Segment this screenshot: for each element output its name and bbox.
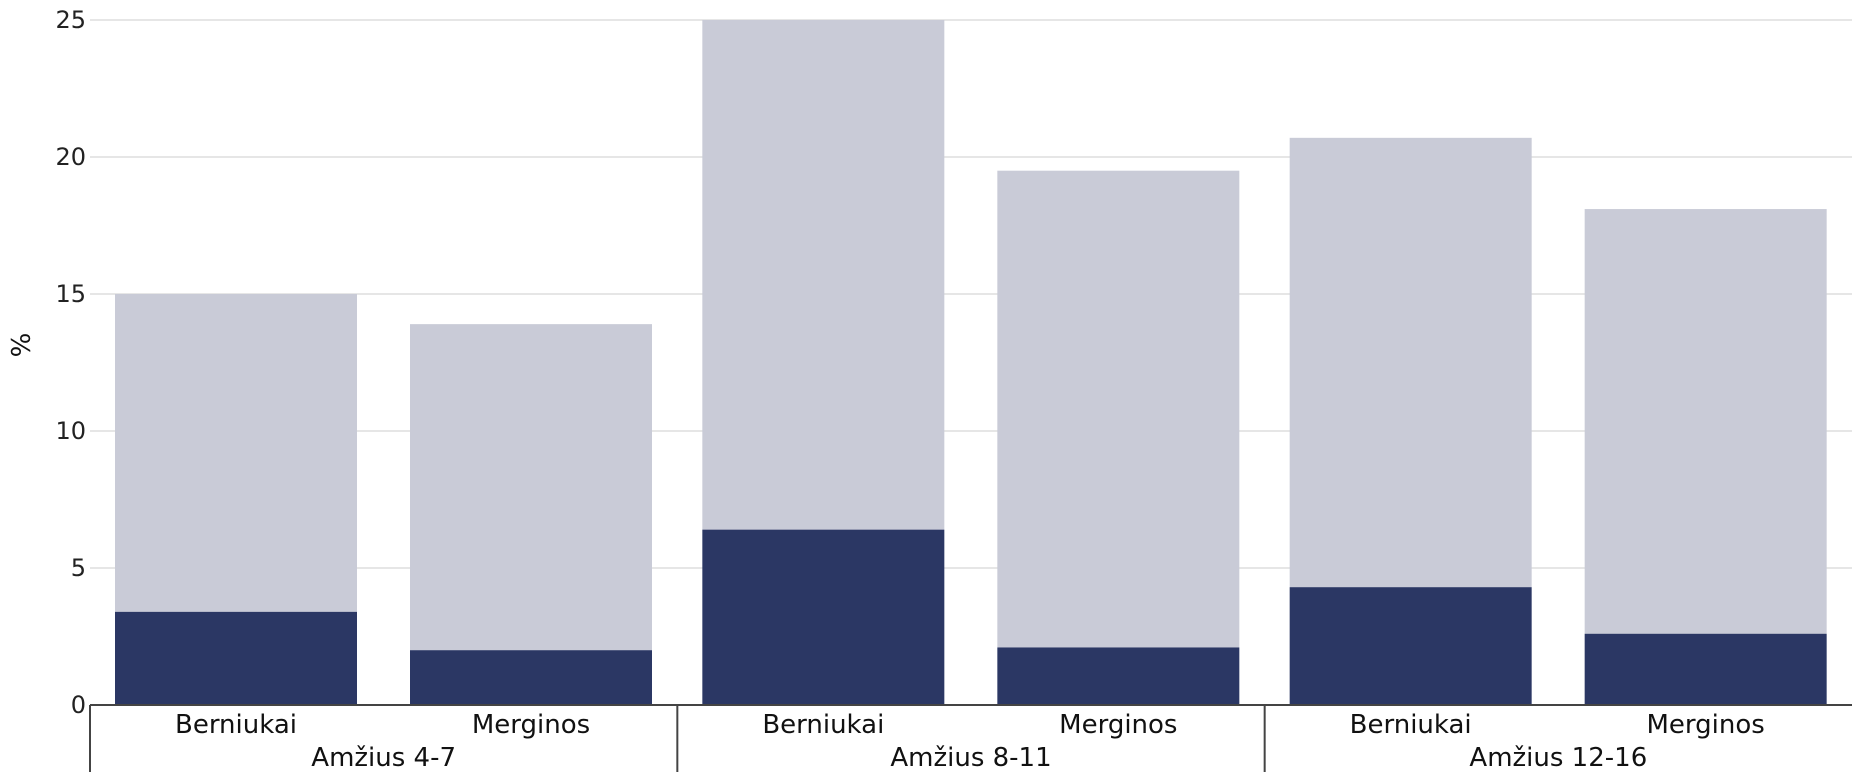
x-category-label: Merginos — [472, 710, 590, 740]
bar-segment-lower — [1289, 587, 1532, 705]
bar-segment-upper — [410, 324, 652, 651]
x-group-label: Amžius 8-11 — [890, 743, 1051, 772]
y-tick-label: 10 — [55, 417, 86, 445]
y-tick-label: 5 — [71, 554, 86, 582]
x-category-label: Berniukai — [175, 710, 297, 740]
axes: 0 5 10 15 20 25 Berniukai Merginos Amžius 4-7 Ber… — [55, 6, 1852, 772]
bar-segment-lower — [410, 650, 652, 705]
x-group-label: Amžius 4-7 — [311, 743, 456, 772]
y-tick-label: 15 — [55, 280, 86, 308]
x-category-label: Merginos — [1059, 710, 1177, 740]
gridlines — [90, 19, 1852, 569]
x-category-label: Berniukai — [1350, 710, 1472, 740]
x-group-label: Amžius 12-16 — [1469, 743, 1647, 772]
y-tick-label: 0 — [71, 691, 86, 719]
y-tick-label: 20 — [55, 143, 86, 171]
bar-segment-lower — [115, 611, 357, 705]
bars — [115, 20, 1827, 705]
y-axis-label: % — [7, 333, 37, 358]
y-tick-label: 25 — [55, 6, 86, 34]
bar-segment-upper — [702, 20, 945, 530]
bar-segment-upper — [997, 170, 1240, 648]
bar-segment-lower — [997, 647, 1240, 705]
bar-segment-upper — [1289, 137, 1532, 588]
x-category-label: Berniukai — [762, 710, 884, 740]
bar-segment-upper — [1584, 209, 1827, 634]
bar-segment-lower — [702, 529, 945, 705]
x-category-label: Merginos — [1647, 710, 1765, 740]
bar-segment-lower — [1584, 633, 1827, 705]
bar-segment-upper — [115, 294, 357, 612]
